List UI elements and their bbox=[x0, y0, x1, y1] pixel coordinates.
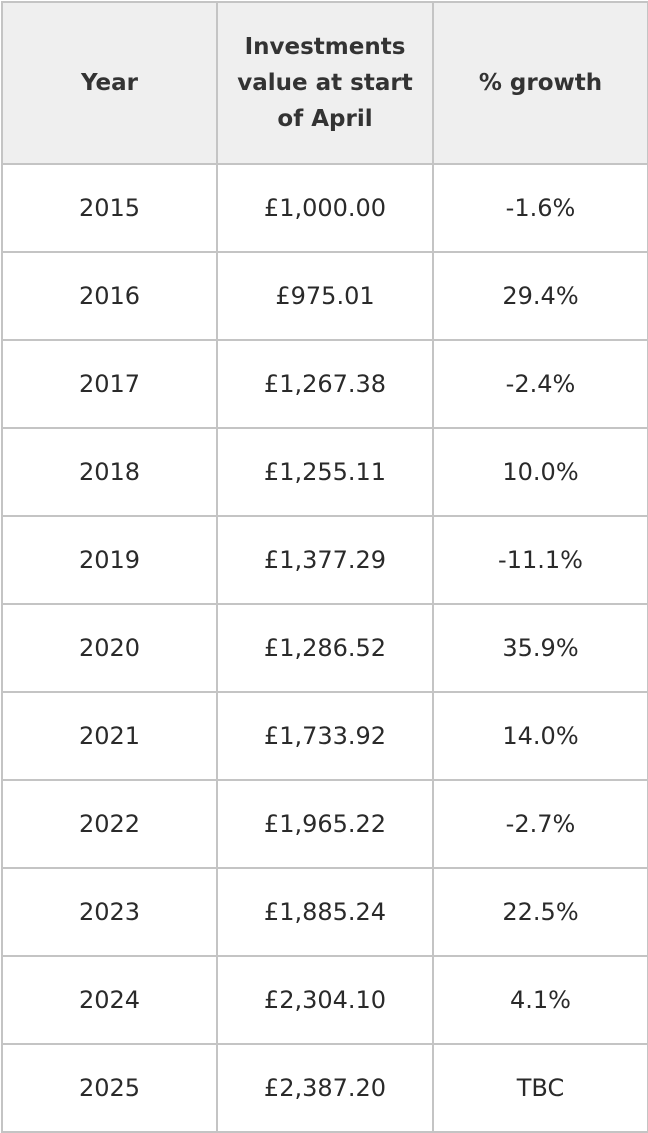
cell-year: 2023 bbox=[1, 867, 218, 957]
table-row: 2023 £1,885.24 22.5% bbox=[1, 867, 648, 957]
cell-growth: 14.0% bbox=[432, 691, 648, 781]
cell-value: £1,000.00 bbox=[216, 163, 434, 253]
cell-growth: 35.9% bbox=[432, 603, 648, 693]
cell-growth: -2.4% bbox=[432, 339, 648, 429]
cell-value: £1,733.92 bbox=[216, 691, 434, 781]
header-row: Year Investments value at start of April… bbox=[1, 1, 648, 165]
cell-year: 2024 bbox=[1, 955, 218, 1045]
table-row: 2019 £1,377.29 -11.1% bbox=[1, 515, 648, 605]
table-row: 2018 £1,255.11 10.0% bbox=[1, 427, 648, 517]
table-header: Year Investments value at start of April… bbox=[1, 1, 648, 165]
cell-year: 2016 bbox=[1, 251, 218, 341]
cell-growth: 4.1% bbox=[432, 955, 648, 1045]
cell-year: 2017 bbox=[1, 339, 218, 429]
cell-growth: -1.6% bbox=[432, 163, 648, 253]
table-row: 2024 £2,304.10 4.1% bbox=[1, 955, 648, 1045]
table-row: 2016 £975.01 29.4% bbox=[1, 251, 648, 341]
cell-value: £1,255.11 bbox=[216, 427, 434, 517]
cell-year: 2021 bbox=[1, 691, 218, 781]
cell-growth: 29.4% bbox=[432, 251, 648, 341]
cell-value: £1,267.38 bbox=[216, 339, 434, 429]
cell-growth: -11.1% bbox=[432, 515, 648, 605]
table-row: 2021 £1,733.92 14.0% bbox=[1, 691, 648, 781]
cell-value: £2,387.20 bbox=[216, 1043, 434, 1133]
cell-year: 2019 bbox=[1, 515, 218, 605]
table-row: 2020 £1,286.52 35.9% bbox=[1, 603, 648, 693]
cell-year: 2020 bbox=[1, 603, 218, 693]
header-investments-value: Investments value at start of April bbox=[216, 1, 434, 165]
cell-year: 2015 bbox=[1, 163, 218, 253]
cell-value: £1,885.24 bbox=[216, 867, 434, 957]
table-body: 2015 £1,000.00 -1.6% 2016 £975.01 29.4% … bbox=[1, 163, 648, 1133]
cell-growth: 10.0% bbox=[432, 427, 648, 517]
cell-growth: -2.7% bbox=[432, 779, 648, 869]
cell-year: 2018 bbox=[1, 427, 218, 517]
cell-value: £1,286.52 bbox=[216, 603, 434, 693]
table-row: 2025 £2,387.20 TBC bbox=[1, 1043, 648, 1133]
cell-growth: 22.5% bbox=[432, 867, 648, 957]
cell-value: £1,965.22 bbox=[216, 779, 434, 869]
header-year: Year bbox=[1, 1, 218, 165]
cell-year: 2022 bbox=[1, 779, 218, 869]
cell-value: £2,304.10 bbox=[216, 955, 434, 1045]
cell-growth: TBC bbox=[432, 1043, 648, 1133]
header-growth: % growth bbox=[432, 1, 648, 165]
table-row: 2015 £1,000.00 -1.6% bbox=[1, 163, 648, 253]
table-row: 2022 £1,965.22 -2.7% bbox=[1, 779, 648, 869]
table-row: 2017 £1,267.38 -2.4% bbox=[1, 339, 648, 429]
cell-value: £975.01 bbox=[216, 251, 434, 341]
cell-value: £1,377.29 bbox=[216, 515, 434, 605]
cell-year: 2025 bbox=[1, 1043, 218, 1133]
